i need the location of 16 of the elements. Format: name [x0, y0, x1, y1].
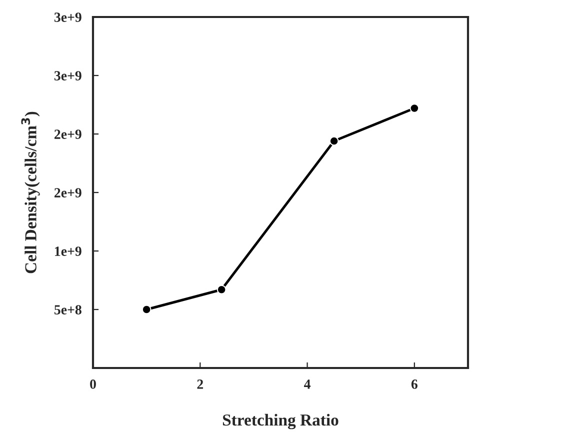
y-tick-label: 1e+9 [55, 246, 82, 256]
y-axis-title: Cell Density(cells/cm$^{3}$) [21, 112, 40, 274]
x-tick-label: 0 [90, 380, 96, 389]
point [410, 104, 420, 113]
point [142, 304, 152, 314]
x-tick-label: 6 [411, 380, 418, 389]
y-tick-label: 3e+9 [54, 12, 82, 22]
x-tick-label: 4 [304, 380, 310, 389]
point [216, 284, 226, 294]
y-tick-label: 2e+9 [54, 188, 82, 198]
y-tick-label: 3e+9 [54, 71, 82, 80]
y-tick-label: 5e+8 [54, 305, 82, 314]
x-tick-label: 2 [197, 380, 204, 389]
x-axis-title: Stretching Ratio [222, 414, 338, 430]
y-tick-label: 2e+9 [54, 130, 82, 139]
point [329, 136, 339, 146]
